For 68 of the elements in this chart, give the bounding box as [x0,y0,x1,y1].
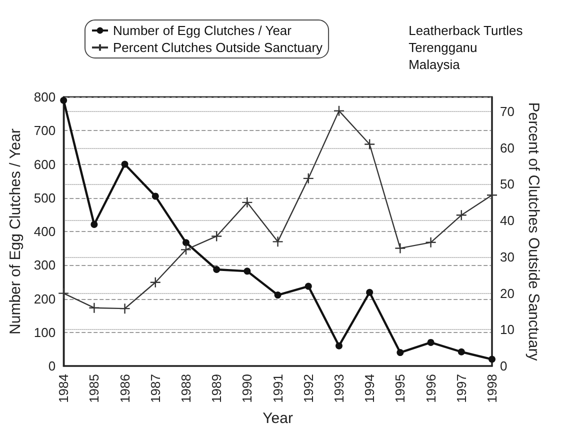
y2-tick-label: 0 [500,358,508,374]
point [274,292,282,299]
x-tick-label: 1990 [240,374,255,403]
x-tick-label: 1989 [209,374,224,403]
point [333,105,345,116]
point [336,342,342,350]
x-tick-label: 1995 [392,374,408,403]
x-axis-title: Year [262,410,293,427]
point [121,160,128,168]
point [150,276,161,288]
y-tick-label: 100 [34,324,56,340]
x-tick-label: 1994 [362,374,378,403]
point [213,266,220,273]
x-tick-label: 1998 [484,374,500,403]
x-tick-label: 1993 [331,374,346,403]
y-tick-label: 300 [34,258,56,273]
y2-axis-title: Percent of Clutches Outside Sanctuary [525,102,542,362]
y2-tick-label: 40 [500,213,514,228]
point [456,210,467,221]
y-tick-label: 600 [34,156,56,172]
y-tick-label: 500 [34,190,56,206]
point [210,230,222,242]
y2-tick-label: 20 [500,286,514,301]
y-tick-label: 400 [34,224,56,239]
point [90,220,98,228]
y2-tick-label: 30 [500,249,514,264]
point [60,96,68,104]
point [58,288,70,299]
x-tick-label: 1986 [117,374,132,403]
point [182,239,190,246]
x-tick-label: 1991 [270,374,286,403]
point [302,172,314,184]
point [394,242,406,254]
y2-tick-label: 70 [500,104,514,120]
y-axis-title: Number of Egg Clutches / Year [7,128,24,334]
point [119,302,130,314]
point [458,348,465,356]
point [272,236,284,248]
x-tick-label: 1992 [300,374,316,403]
y-tick-label: 700 [34,123,56,138]
text: Leatherback Turtles Terengganu Malaysia [408,23,524,72]
y-tick-label: 0 [48,358,56,374]
point [486,190,498,201]
x-tick-label: 1997 [454,374,469,403]
point [427,338,434,346]
x-tick-label: 1985 [86,374,102,403]
legend-label: Number of Egg Clutches / Year [113,23,292,38]
y2-tick-label: 50 [500,176,514,192]
y2-tick-label: 60 [500,140,514,156]
point [244,268,251,275]
x-tick-label: 1988 [178,374,194,403]
point [242,196,253,208]
x-tick-label: 1987 [148,374,163,403]
point [180,244,192,256]
y-tick-label: 200 [34,291,56,306]
x-tick-label: 1984 [56,374,72,403]
point [488,356,496,363]
y2-tick-label: 10 [500,322,514,338]
point [304,282,312,290]
point [396,349,404,356]
point [366,288,374,296]
point [364,138,376,150]
y-tick-label: 800 [34,90,56,104]
point [425,236,436,248]
x-tick-label: 1996 [423,374,438,403]
point [88,302,100,314]
point [152,192,159,200]
legend-label: Percent Clutches Outside Sanctuary [113,40,324,55]
